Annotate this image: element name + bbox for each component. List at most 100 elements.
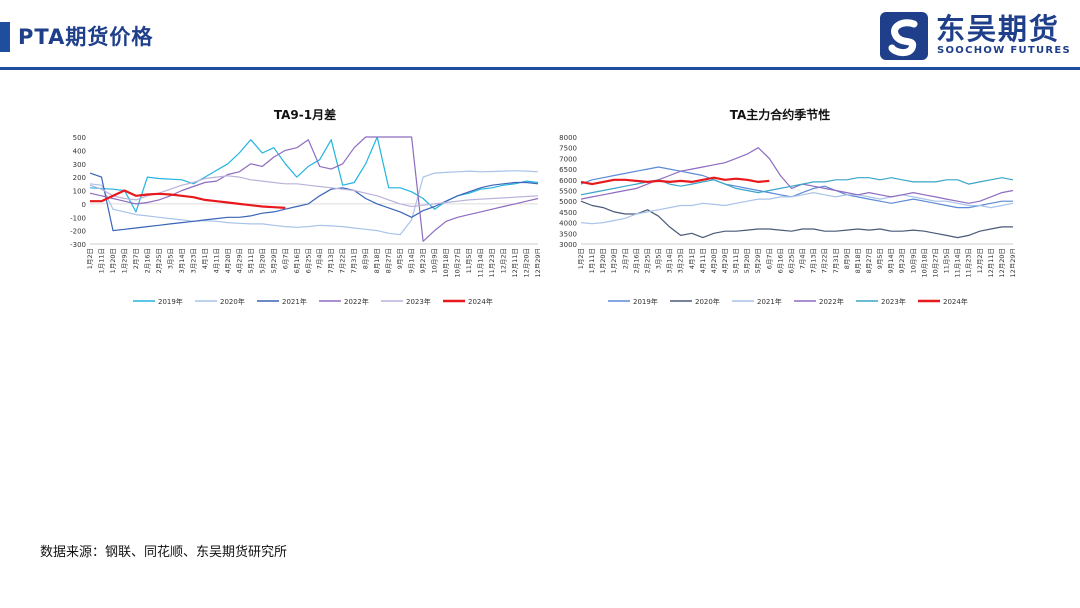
x-tick-label: 12月29日 xyxy=(1009,248,1015,278)
y-tick-label: 7500 xyxy=(559,145,577,153)
x-tick-label: 5月29日 xyxy=(270,248,278,273)
x-tick-label: 10月27日 xyxy=(454,248,462,278)
logo-english-text: SOOCHOW FUTURES xyxy=(937,45,1072,56)
x-tick-label: 10月9日 xyxy=(909,248,917,273)
legend-label: 2022年 xyxy=(344,297,369,306)
x-tick-label: 7月31日 xyxy=(832,248,840,273)
header: PTA期货价格 东吴期货 SOOCHOW FUTURES xyxy=(0,0,1080,70)
y-tick-label: -100 xyxy=(70,214,86,222)
x-tick-label: 3月5日 xyxy=(655,248,663,269)
chart-ta-seasonality: TA主力合约季节性 3000 3500 4000 4500 5000 5500 6000 65… xyxy=(545,100,1015,315)
x-tick-label: 11月23日 xyxy=(965,248,973,278)
legend-label: 2019年 xyxy=(633,297,658,306)
x-tick-label: 8月18日 xyxy=(373,248,381,273)
header-accent-bar xyxy=(0,22,10,52)
series-line xyxy=(90,189,286,209)
x-tick-label: 11月5日 xyxy=(465,248,473,273)
x-tick-label: 4月20日 xyxy=(224,248,232,273)
x-tick-label: 4月29日 xyxy=(235,248,243,273)
header-divider xyxy=(0,67,1080,70)
series-line xyxy=(89,136,539,242)
x-tick-label: 3月14日 xyxy=(666,248,674,273)
x-tick-label: 4月20日 xyxy=(710,248,718,273)
y-tick-label: 3500 xyxy=(559,230,577,238)
x-tick-label: 12月11日 xyxy=(987,248,995,278)
x-tick-label: 8月18日 xyxy=(854,248,862,273)
x-tick-label: 1月20日 xyxy=(109,248,117,273)
y-tick-label: 5000 xyxy=(559,198,577,206)
series-line xyxy=(580,200,1013,239)
chart-ta9-1-spread: TA9-1月差 -300 -200 -100 0 100 200 300 400 500 1月2日… xyxy=(70,100,540,315)
chart-svg: 3000 3500 4000 4500 5000 5500 6000 6500 7000 7500… xyxy=(559,134,1015,306)
x-tick-label: 2月25日 xyxy=(643,248,651,273)
x-tick-label: 6月25日 xyxy=(304,248,312,273)
x-tick-label: 6月25日 xyxy=(787,248,795,273)
x-tick-label: 10月18日 xyxy=(442,248,450,278)
y-tick-label: 7000 xyxy=(559,155,577,163)
chart-title: TA9-1月差 xyxy=(273,108,337,122)
y-tick-label: 6500 xyxy=(559,166,577,174)
y-tick-label: 4500 xyxy=(559,209,577,217)
x-tick-label: 7月4日 xyxy=(799,248,807,269)
x-tick-label: 10月9日 xyxy=(431,248,439,273)
x-tick-label: 4月29日 xyxy=(721,248,729,273)
legend-label: 2022年 xyxy=(819,297,844,306)
x-tick-label: 5月20日 xyxy=(258,248,266,273)
chart-svg: -300 -200 -100 0 100 200 300 400 500 1月2日 1月11日 1月2… xyxy=(70,134,540,306)
x-tick-label: 5月11日 xyxy=(732,248,740,273)
x-tick-label: 2月16日 xyxy=(632,248,640,273)
x-tick-label: 6月7日 xyxy=(765,248,773,269)
logo-chinese-text: 东吴期货 xyxy=(936,12,1061,46)
x-tick-label: 4月1日 xyxy=(201,248,209,269)
series-line xyxy=(89,136,539,213)
x-tick-label: 2月16日 xyxy=(143,248,151,273)
y-tick-label: 4000 xyxy=(559,220,577,228)
x-tick-label: 12月11日 xyxy=(511,248,519,278)
x-tick-label: 1月20日 xyxy=(599,248,607,273)
x-tick-label: 7月4日 xyxy=(316,248,324,269)
x-tick-label: 7月13日 xyxy=(810,248,818,273)
x-tick-label: 10月27日 xyxy=(931,248,939,278)
x-tick-label: 9月5日 xyxy=(876,248,884,269)
y-tick-label: 3000 xyxy=(559,241,577,249)
x-tick-label: 9月5日 xyxy=(396,248,404,269)
x-tick-label: 4月1日 xyxy=(688,248,696,269)
x-tick-label: 1月29日 xyxy=(120,248,128,273)
x-tick-label: 6月16日 xyxy=(293,248,301,273)
x-tick-label: 3月5日 xyxy=(166,248,174,269)
legend-label: 2020年 xyxy=(695,297,720,306)
series-line xyxy=(89,170,539,236)
x-tick-label: 7月31日 xyxy=(350,248,358,273)
x-tick-label: 1月11日 xyxy=(97,248,105,273)
legend-label: 2023年 xyxy=(881,297,906,306)
x-tick-label: 4月11日 xyxy=(212,248,220,273)
y-tick-label: 6000 xyxy=(559,177,577,185)
legend-label: 2023年 xyxy=(406,297,431,306)
brand-logo: 东吴期货 SOOCHOW FUTURES xyxy=(880,10,1076,60)
y-tick-label: 0 xyxy=(82,201,86,209)
x-tick-label: 1月29日 xyxy=(610,248,618,273)
series-line xyxy=(89,175,539,208)
x-tick-label: 4月11日 xyxy=(699,248,707,273)
legend-label: 2024年 xyxy=(943,297,968,306)
x-tick-label: 11月14日 xyxy=(477,248,485,278)
legend-label: 2019年 xyxy=(158,297,183,306)
y-tick-label: 200 xyxy=(73,174,86,182)
x-tick-label: 8月9日 xyxy=(362,248,370,269)
chart-title: TA主力合约季节性 xyxy=(729,108,831,122)
x-tick-label: 9月14日 xyxy=(887,248,895,273)
x-tick-label: 12月29日 xyxy=(534,248,540,278)
x-tick-label: 3月14日 xyxy=(178,248,186,273)
y-tick-label: 500 xyxy=(73,134,86,142)
x-tick-label: 11月23日 xyxy=(488,248,496,278)
y-tick-label: 300 xyxy=(73,161,86,169)
y-tick-label: 5500 xyxy=(559,188,577,196)
x-tick-label: 11月5日 xyxy=(943,248,951,273)
series-line xyxy=(89,172,539,232)
series-line xyxy=(580,191,1014,225)
x-tick-label: 11月14日 xyxy=(954,248,962,278)
x-tick-label: 2月25日 xyxy=(155,248,163,273)
x-tick-label: 6月7日 xyxy=(281,248,289,269)
x-tick-label: 10月18日 xyxy=(920,248,928,278)
x-tick-label: 1月2日 xyxy=(577,248,585,269)
